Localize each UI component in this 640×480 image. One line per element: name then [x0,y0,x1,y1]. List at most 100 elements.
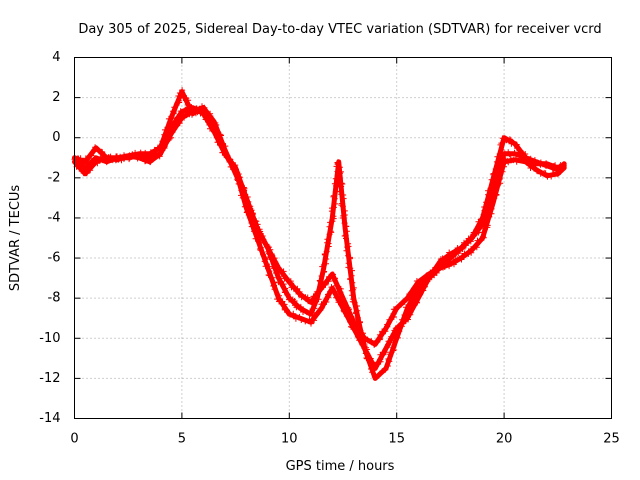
data-point-marker [260,236,267,243]
data-point-marker [443,255,450,262]
data-point-marker [253,218,260,225]
data-point-marker [84,155,91,162]
data-point-marker [382,366,389,373]
data-point-marker [376,331,383,338]
data-point-marker [491,195,498,202]
data-point-marker [341,220,348,227]
data-point-marker [324,236,331,243]
data-point-marker [330,192,337,199]
data-point-marker [507,152,514,159]
data-point-marker [217,131,224,138]
data-point-marker [212,126,219,132]
data-point-marker [395,303,402,310]
data-point-marker [99,156,106,163]
data-point-marker [341,308,348,315]
data-point-marker [343,228,350,235]
data-point-marker [557,162,564,169]
data-point-marker [226,159,233,165]
data-point-marker [169,127,176,134]
data-point-marker [331,277,338,284]
data-point-marker [313,311,320,318]
y-tick-label: 0 [52,130,60,145]
data-point-marker [256,226,263,233]
data-point-marker [408,305,415,312]
data-point-marker [277,280,284,287]
data-point-marker [493,191,500,198]
data-point-marker [102,153,109,160]
data-point-marker [337,188,343,195]
data-point-marker [498,146,505,153]
data-point-marker [105,154,112,161]
data-point-marker [343,247,350,254]
x-tick-label: 10 [281,432,298,447]
data-point-marker [306,311,313,318]
data-point-marker [165,115,172,122]
data-point-marker [447,260,454,267]
data-point-marker [257,246,263,252]
y-tick-label: -2 [48,170,61,185]
data-point-marker [92,144,99,151]
data-point-marker [302,318,309,325]
data-point-marker [254,236,261,243]
data-point-marker [83,163,89,170]
data-point-marker [384,363,391,369]
data-point-marker [470,231,477,238]
data-point-marker [149,154,156,161]
data-point-marker [350,317,357,324]
data-point-marker [339,296,346,303]
data-point-marker [269,274,276,281]
data-point-marker [356,337,363,344]
data-point-marker [333,294,340,301]
data-point-marker [416,278,423,285]
data-point-marker [488,203,495,210]
data-point-marker [453,250,460,257]
data-point-marker [434,267,440,274]
data-point-marker [454,245,461,251]
data-point-marker [339,203,346,210]
data-point-marker [290,310,297,317]
data-point-marker [349,279,356,286]
data-point-marker [341,299,348,306]
data-point-marker [166,135,173,142]
data-point-marker [498,140,505,147]
data-point-marker [221,146,227,153]
data-point-marker [329,218,336,225]
data-point-marker [330,204,337,211]
data-point-marker [130,152,137,159]
data-point-marker [147,158,154,165]
data-point-marker [151,146,158,153]
data-point-marker [479,229,486,236]
data-point-marker [501,163,507,170]
data-point-marker [398,320,405,327]
data-point-marker [413,299,420,306]
data-point-marker [496,171,502,178]
data-point-marker [382,328,389,335]
data-point-marker [375,372,382,379]
data-point-marker [487,204,494,210]
x-axis-label: GPS time / hours [286,459,395,474]
data-point-marker [222,143,229,150]
data-point-marker [323,256,330,262]
data-point-marker [280,281,287,288]
data-point-marker [323,248,330,255]
data-point-marker [277,267,284,273]
data-point-marker [382,349,389,356]
data-point-marker [338,183,345,190]
data-point-marker [261,258,268,265]
data-point-marker [295,290,302,297]
data-point-marker [467,235,474,242]
data-point-marker [514,145,520,152]
data-point-marker [526,161,533,168]
data-point-marker [248,207,255,214]
data-point-marker [339,215,346,221]
data-point-marker [420,276,427,283]
data-point-marker [488,200,495,207]
data-point-marker [168,134,174,141]
data-point-marker [270,283,277,289]
data-point-marker [244,198,251,205]
data-point-marker [318,273,325,279]
data-point-marker [506,151,513,158]
data-point-marker [476,221,483,228]
data-point-marker [311,293,318,300]
y-tick-label: -12 [39,371,60,386]
